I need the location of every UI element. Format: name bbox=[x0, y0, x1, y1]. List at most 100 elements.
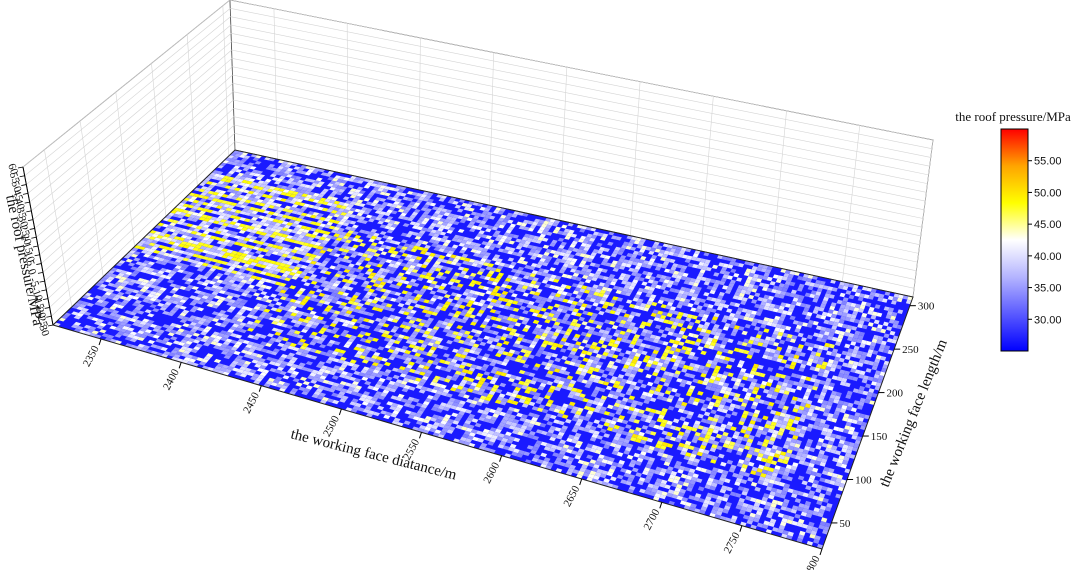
heatmap-cell bbox=[328, 388, 336, 393]
heatmap-cell bbox=[139, 327, 148, 332]
heatmap-cell bbox=[260, 348, 268, 353]
heatmap-cell bbox=[735, 504, 743, 510]
heatmap-cell bbox=[312, 383, 321, 389]
heatmap-cell bbox=[567, 456, 575, 462]
heatmap-cell bbox=[260, 341, 268, 346]
heatmap-cell bbox=[752, 505, 759, 511]
heatmap-cell bbox=[541, 460, 549, 466]
heatmap-cell bbox=[503, 434, 511, 440]
heatmap-cell bbox=[659, 482, 666, 488]
heatmap-cell bbox=[465, 438, 473, 443]
heatmap-cell bbox=[144, 329, 153, 334]
heatmap-cell bbox=[655, 466, 662, 472]
heatmap-cell bbox=[678, 492, 685, 497]
heatmap-cell bbox=[594, 460, 602, 466]
heatmap-cell bbox=[424, 398, 432, 403]
heatmap-cell bbox=[465, 409, 473, 414]
heatmap-cell bbox=[489, 408, 497, 414]
heatmap-cell bbox=[591, 467, 599, 472]
heatmap-cell bbox=[688, 495, 695, 500]
heatmap-cell bbox=[826, 503, 833, 508]
heatmap-cell bbox=[766, 513, 773, 519]
heatmap-cell bbox=[665, 469, 673, 475]
heatmap-cell bbox=[419, 425, 427, 430]
heatmap-cell bbox=[347, 386, 355, 392]
heatmap-cell bbox=[432, 403, 440, 409]
heatmap-cell bbox=[576, 440, 583, 446]
heatmap-cell bbox=[195, 343, 203, 348]
heatmap-cell bbox=[650, 488, 658, 493]
heatmap-cell bbox=[83, 311, 92, 316]
heatmap-cell bbox=[520, 425, 528, 430]
heatmap-cell bbox=[768, 494, 775, 500]
heatmap-cell bbox=[403, 420, 411, 425]
heatmap-cell bbox=[579, 467, 587, 473]
heatmap-cell bbox=[250, 376, 258, 381]
heatmap-cell bbox=[354, 385, 363, 390]
heatmap-cell bbox=[225, 338, 233, 343]
heatmap-cell bbox=[467, 424, 475, 429]
left-wall-gridline bbox=[47, 124, 235, 299]
heatmap-cell bbox=[584, 446, 592, 452]
heatmap-cell bbox=[646, 449, 654, 454]
heatmap-cell bbox=[487, 441, 495, 446]
heatmap-cell bbox=[372, 386, 380, 392]
heatmap-cell bbox=[616, 440, 624, 446]
heatmap-cell bbox=[525, 426, 533, 431]
left-wall-gridline bbox=[186, 34, 198, 187]
heatmap-cell bbox=[99, 329, 107, 334]
heatmap-cell bbox=[527, 434, 534, 439]
left-wall-gridline bbox=[44, 149, 73, 307]
heatmap-cell bbox=[193, 346, 201, 351]
heatmap-cell bbox=[635, 460, 642, 466]
heatmap-cell bbox=[810, 530, 817, 536]
heatmap-cell bbox=[237, 338, 245, 343]
heatmap-cell bbox=[694, 493, 702, 498]
heatmap-cell bbox=[799, 530, 806, 536]
heatmap-cell bbox=[450, 405, 457, 410]
heatmap-cell bbox=[131, 309, 140, 313]
heatmap-cell bbox=[259, 372, 268, 377]
heatmap-cell bbox=[577, 470, 585, 476]
heatmap-cell bbox=[800, 511, 808, 517]
heatmap-cell bbox=[599, 439, 607, 445]
heatmap-cell bbox=[433, 393, 441, 398]
heatmap-cell bbox=[688, 468, 696, 474]
heatmap-cell bbox=[488, 419, 496, 425]
heatmap-cell bbox=[593, 464, 600, 469]
heatmap-cell bbox=[234, 334, 243, 339]
heatmap-cell bbox=[490, 416, 498, 421]
heatmap-cell bbox=[577, 448, 585, 454]
heatmap-cell bbox=[243, 353, 251, 358]
heatmap-cell bbox=[689, 480, 696, 485]
heatmap-cell bbox=[440, 391, 448, 397]
heatmap-cell bbox=[513, 426, 521, 432]
heatmap-cell bbox=[390, 395, 398, 400]
heatmap-cell bbox=[518, 449, 525, 455]
heatmap-cell bbox=[635, 472, 642, 478]
left-wall-gridline bbox=[79, 120, 104, 277]
heatmap-cell bbox=[705, 496, 712, 501]
heatmap-cell bbox=[754, 514, 761, 520]
heatmap-cell bbox=[261, 362, 269, 367]
heatmap-cell bbox=[798, 518, 805, 524]
heatmap-cell bbox=[233, 357, 242, 362]
heatmap-cell bbox=[333, 365, 341, 370]
heatmap-cell bbox=[434, 429, 442, 434]
heatmap-cell bbox=[709, 485, 717, 491]
heatmap-cell bbox=[561, 425, 569, 430]
heatmap-cell bbox=[295, 351, 303, 356]
heatmap-cell bbox=[533, 454, 541, 459]
heatmap-cell bbox=[254, 363, 262, 368]
heatmap-cell bbox=[331, 392, 339, 397]
heatmap-cell bbox=[330, 385, 338, 390]
heatmap-cell bbox=[350, 366, 358, 371]
heatmap-cell bbox=[99, 303, 107, 308]
heatmap-cell bbox=[819, 505, 827, 511]
heatmap-cell bbox=[761, 524, 769, 530]
heatmap-cell bbox=[114, 327, 122, 332]
left-wall-gridline bbox=[46, 116, 235, 291]
heatmap-cell bbox=[723, 505, 731, 511]
heatmap-cell bbox=[813, 538, 820, 544]
heatmap-cell bbox=[740, 506, 748, 512]
